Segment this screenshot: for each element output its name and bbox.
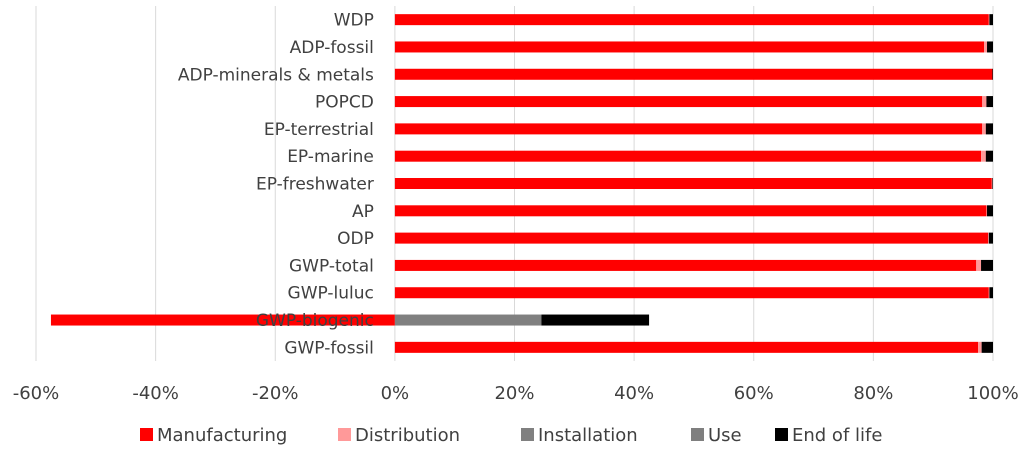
category-label: EP-freshwater [256,175,374,195]
bar-segment-manufacturing [394,287,989,299]
bar-segment-manufacturing [394,41,985,53]
bar-segment-distribution [976,259,982,271]
legend-label: Manufacturing [157,425,287,446]
bar-segment-end-of-life [985,150,993,162]
bar-segment-manufacturing [394,341,979,353]
legend-label: Use [708,425,742,446]
x-tick-label: 100% [967,383,1018,404]
bar-segment-manufacturing [394,14,989,26]
legend-label: Distribution [355,425,460,446]
bar-segment-distribution [982,123,986,135]
bar-segment-distribution [988,232,989,244]
bar-segment-manufacturing [394,96,983,108]
bar-segment-manufacturing [394,259,977,271]
bar-segment-distribution [988,14,990,26]
bar-segment-manufacturing [394,123,983,135]
bar-segment-end-of-life [987,41,993,53]
legend-swatch [521,428,534,441]
bar-segment-distribution [981,150,986,162]
x-tick-label: 40% [614,383,654,404]
bar-segment-manufacturing [394,150,982,162]
category-label: WDP [334,11,374,31]
bar-segment-end-of-life [981,259,993,271]
x-tick-label: -60% [13,383,60,404]
category-label: POPCD [315,93,374,113]
category-label: EP-terrestrial [264,120,374,140]
x-tick-labels: -60% -40% -20% 0% 20% 40% 60% 80% 100% [13,383,1019,404]
bar-segment-distribution [986,205,988,217]
bar-segment-end-of-life [989,287,993,299]
category-label: GWP-luluc [288,284,374,304]
bars [50,14,993,353]
category-label: AP [352,202,374,222]
bar-segment-manufacturing [394,205,987,217]
legend-swatch [775,428,788,441]
category-label: GWP-fossil [284,338,374,358]
bar-segment-end-of-life [981,341,993,353]
legend-label: Installation [538,425,638,446]
bar-segment-distribution [991,178,993,189]
bar-segment-end-of-life [988,232,993,244]
category-label: ADP-minerals & metals [178,65,374,85]
bar-segment-end-of-life [541,314,650,326]
category-label: ODP [337,229,374,249]
legend: Manufacturing Distribution Installation Use… [140,425,882,446]
bar-segment-end-of-life [985,123,993,135]
bar-segment-distribution [984,41,988,53]
bar-segment-manufacturing [50,314,395,326]
bar-segment-installation [394,314,542,326]
category-label: ADP-fossil [290,38,374,58]
category-label: EP-marine [287,147,374,167]
bar-segment-manufacturing [394,232,989,244]
category-labels: GWP-fossil GWP-biogenic GWP-luluc GWP-total… [178,11,374,359]
bar-segment-manufacturing [394,178,992,189]
category-label: GWP-biogenic [256,311,374,331]
bar-segment-end-of-life [989,14,993,26]
bar-segment-end-of-life [992,68,993,80]
category-label: GWP-total [289,256,374,276]
x-tick-label: -20% [252,383,299,404]
bar-segment-end-of-life [986,96,993,108]
bar-segment-end-of-life [987,205,993,217]
legend-swatch [140,428,153,441]
bar-segment-end-of-life [992,178,993,189]
legend-label: End of life [792,425,882,446]
x-tick-label: 60% [734,383,774,404]
legend-swatch [691,428,704,441]
x-tick-label: 80% [853,383,893,404]
x-tick-label: 20% [494,383,534,404]
x-tick-label: 0% [381,383,410,404]
bar-segment-distribution [982,96,987,108]
bar-segment-distribution [988,287,990,299]
x-tick-label: -40% [132,383,179,404]
bar-segment-distribution [978,341,982,353]
legend-swatch [338,428,351,441]
bar-segment-manufacturing [394,68,993,80]
